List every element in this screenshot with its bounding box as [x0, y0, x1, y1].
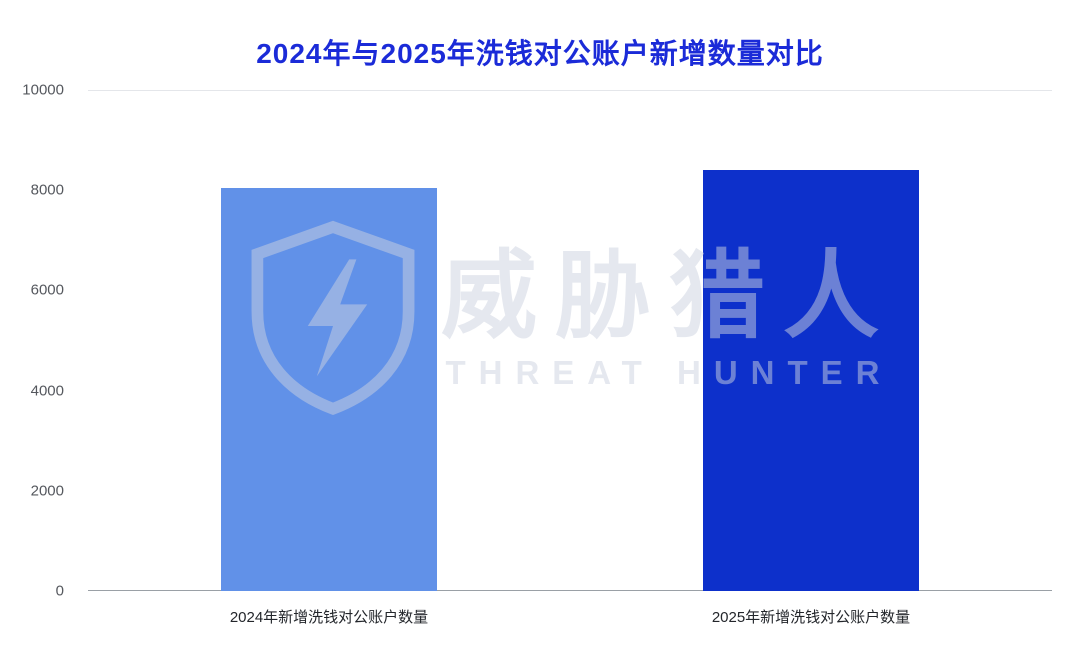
- y-tick-label: 8000: [30, 181, 64, 199]
- y-tick-label: 6000: [30, 281, 64, 299]
- y-tick-label: 2000: [30, 482, 64, 500]
- x-axis-line: [88, 590, 1052, 591]
- bar-column: [570, 90, 1052, 591]
- bar-chart: 0 2000 4000 6000 8000 10000 威胁猎人 THREAT HUNTE…: [0, 82, 1080, 650]
- y-tick-label: 4000: [30, 382, 64, 400]
- bar-column: [88, 90, 570, 591]
- bars-container: [88, 90, 1052, 591]
- x-category-label: 2024年新增洗钱对公账户数量: [229, 609, 429, 626]
- x-category-label: 2025年新增洗钱对公账户数量: [711, 609, 911, 626]
- x-category-labels: 2024年新增洗钱对公账户数量 2025年新增洗钱对公账户数量: [88, 606, 1052, 627]
- y-tick-label: 0: [55, 582, 64, 600]
- plot-area: 威胁猎人 THREAT HUNTER: [88, 90, 1052, 591]
- top-gridline: [88, 90, 1052, 91]
- y-tick-label: 10000: [22, 81, 64, 99]
- y-axis: 0 2000 4000 6000 8000 10000: [0, 82, 88, 600]
- bar-2025: [703, 170, 919, 591]
- chart-title: 2024年与2025年洗钱对公账户新增数量对比: [256, 38, 824, 69]
- bar-2024: [221, 187, 437, 591]
